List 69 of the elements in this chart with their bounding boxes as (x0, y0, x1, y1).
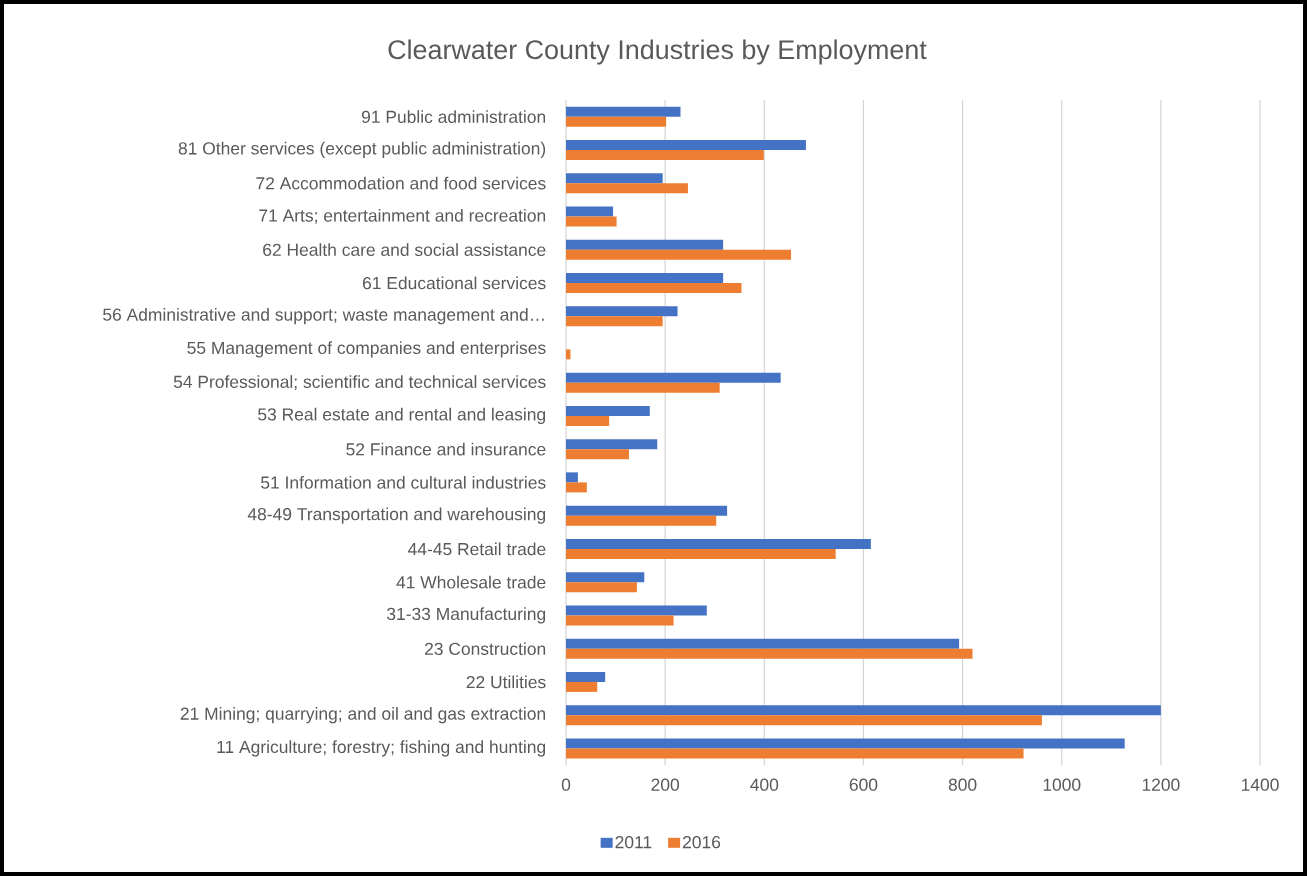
bar (566, 272, 724, 283)
bar (566, 648, 973, 659)
x-tick-label: 1200 (1142, 778, 1180, 791)
legend-label: 2016 (682, 835, 721, 849)
bar (566, 372, 781, 383)
y-tick-label: 23 Construction (424, 642, 546, 656)
bar (566, 206, 614, 217)
bar (566, 548, 836, 559)
bar (566, 482, 587, 493)
x-tick-label: 800 (948, 778, 977, 791)
y-tick-label: 62 Health care and social assistance (263, 243, 546, 257)
bar (566, 715, 1042, 726)
bar (566, 282, 742, 293)
x-tick-label: 1400 (1241, 778, 1279, 791)
bar (566, 681, 598, 692)
bar (566, 249, 792, 260)
bar (566, 382, 720, 393)
y-tick-label: 51 Information and cultural industries (261, 475, 546, 489)
y-tick-label: 22 Utilities (466, 675, 546, 689)
y-tick-label: 54 Professional; scientific and technical services (173, 375, 546, 391)
bar (566, 106, 681, 117)
y-tick-label: 71 Arts; entertainment and recreation (259, 208, 546, 224)
y-tick-label: 41 Wholesale trade (396, 575, 546, 589)
y-tick-label: 11 Agriculture; forestry; fishing and hunting (217, 740, 546, 757)
bar (566, 738, 1125, 749)
bar (566, 572, 645, 583)
bar (566, 748, 1024, 759)
x-tick-label: 400 (750, 778, 779, 791)
y-tick-label: 91 Public administration (361, 110, 546, 124)
y-tick-label: 21 Mining; quarrying; and oil and gas extraction (180, 707, 546, 724)
x-tick-label: 200 (651, 778, 679, 791)
bar (566, 405, 650, 416)
bar (566, 116, 667, 127)
bar (566, 605, 707, 616)
bar (566, 216, 617, 227)
bar (566, 306, 678, 317)
y-tick-label: 61 Educational services (362, 276, 546, 290)
x-tick-label: 0 (561, 778, 571, 791)
y-tick-label: 53 Real estate and rental and leasing (258, 407, 546, 425)
bar (566, 316, 663, 327)
bar (566, 183, 688, 194)
bar (566, 515, 717, 526)
y-tick-label: 81 Other services (except public administration) (178, 141, 546, 159)
bar (566, 638, 960, 649)
bar (566, 705, 1161, 716)
bar (566, 139, 806, 150)
y-tick-label: 48-49 Transportation and warehousing (247, 507, 546, 524)
bar (566, 149, 764, 160)
y-tick-label: 52 Finance and insurance (346, 442, 546, 456)
y-tick-label: 56 Administrative and support; waste management and… (103, 308, 544, 325)
chart-title: Clearwater County Industries by Employment (388, 39, 927, 65)
y-tick-label: 72 Accommodation and food services (256, 176, 546, 190)
bar (566, 538, 871, 549)
bar (566, 449, 629, 460)
y-tick-label: 31-33 Manufacturing (386, 607, 546, 624)
x-tick-label: 600 (849, 778, 878, 791)
y-tick-label: 44-45 Retail trade (408, 542, 546, 556)
bar (566, 239, 724, 250)
bar (566, 415, 610, 426)
bar (566, 439, 658, 450)
bar (566, 173, 663, 184)
x-tick-label: 1000 (1043, 778, 1081, 791)
y-tick-label: 55 Management of companies and enterprises (187, 341, 546, 358)
bar (566, 582, 637, 593)
bar (566, 615, 674, 626)
legend-label: 2011 (615, 835, 652, 849)
bar (566, 671, 606, 682)
bar (566, 472, 578, 483)
bar (566, 505, 728, 516)
